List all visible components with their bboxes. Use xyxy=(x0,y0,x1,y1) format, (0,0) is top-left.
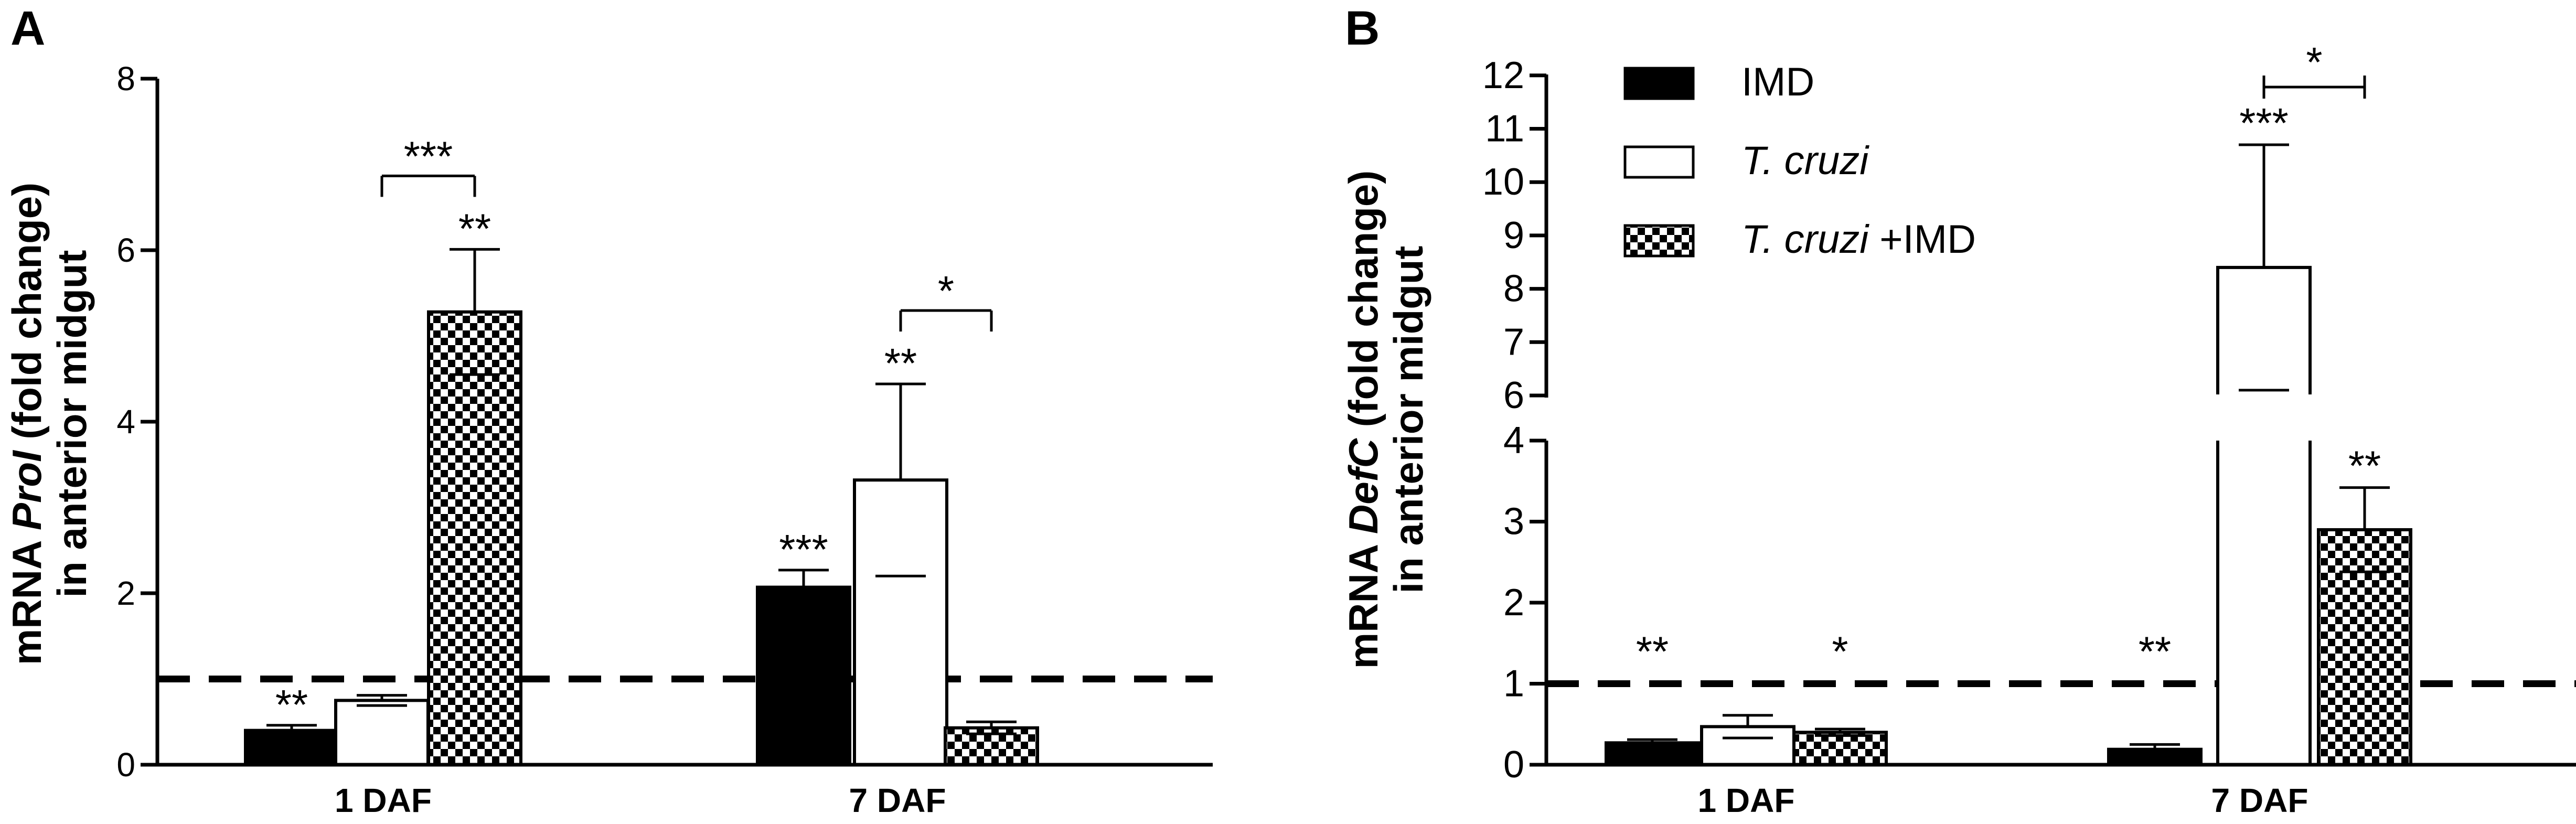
panel-b-category-label: 7 DAF xyxy=(2211,782,2308,819)
panel-a-category-label: 7 DAF xyxy=(849,782,946,819)
panel-a-bar-tcruzi xyxy=(334,699,430,766)
panel-a-y-tick-label: 4 xyxy=(116,403,135,441)
legend-label-imd: IMD xyxy=(1741,60,1814,104)
panel-b-y-tick-label: 7 xyxy=(1503,321,1524,363)
legend-swatch-tcruzi xyxy=(1623,145,1695,179)
panel-b-bar-tcruzi xyxy=(2216,437,2312,766)
legend-label-tcruzi: T. cruzi xyxy=(1741,138,1869,183)
panel-a-y-tick-label: 2 xyxy=(116,574,135,612)
panel-b-bar-tcruzi xyxy=(1700,725,1795,767)
panel-b-bar-tcruzi-imd xyxy=(1792,731,1888,766)
panel-a-y-tick-label: 6 xyxy=(116,231,135,269)
panel-b-y-tick-label: 10 xyxy=(1482,161,1524,203)
panel-a-bracket-label: * xyxy=(938,267,954,314)
panel-a-bar-tcruzi xyxy=(853,478,948,766)
panel-b-y-tick-label: 12 xyxy=(1482,55,1524,97)
panel-a-significance-label: ** xyxy=(275,681,308,728)
panel-a-bar-tcruzi-imd xyxy=(427,310,522,766)
panel-a-significance-label: ** xyxy=(884,340,917,387)
legend-label-tcruzi-imd: T. cruzi +IMD xyxy=(1741,217,1976,262)
panel-a-bar-imd xyxy=(756,585,851,767)
panel-b-y-tick-label: 9 xyxy=(1503,215,1524,256)
legend-item-tcruzi-imd: T. cruzi +IMD xyxy=(1623,217,1976,262)
panel-b-y-tick-label: 11 xyxy=(1485,108,1524,150)
panel-b-y-tick-label: 4 xyxy=(1503,420,1524,462)
legend-item-imd: IMD xyxy=(1623,60,1814,104)
legend-item-tcruzi: T. cruzi xyxy=(1623,138,1869,183)
panel-b-significance-label: ** xyxy=(2348,443,2381,489)
legend-swatch-imd xyxy=(1623,67,1695,100)
panel-b-bracket-label: * xyxy=(2306,39,2322,85)
panel-b-y-tick-label: 3 xyxy=(1503,501,1524,543)
panel-a-significance-label: *** xyxy=(779,526,828,573)
panel-b-significance-label: * xyxy=(1832,628,1848,675)
panel-b-category-label: 1 DAF xyxy=(1698,782,1795,819)
panel-a-y-tick-label: 0 xyxy=(116,746,135,784)
panel-a-bracket-label: *** xyxy=(404,133,453,179)
panel-a-significance-label: ** xyxy=(458,205,491,252)
panel-a-y-tick-label: 8 xyxy=(116,60,135,98)
panel-b-y-label-line1: mRNA DefC (fold change) xyxy=(1340,170,1386,669)
panel-b-y-tick-label: 0 xyxy=(1503,744,1524,786)
panel-b-y-tick-label: 6 xyxy=(1503,374,1524,416)
panel-b-bar-imd xyxy=(2107,747,2203,767)
panel-b-significance-label: *** xyxy=(2239,100,2288,146)
panel-a-category-label: 1 DAF xyxy=(335,782,432,819)
panel-b-bar-tcruzi-imd xyxy=(2317,528,2412,766)
panel-b-significance-label: ** xyxy=(1636,628,1669,675)
panel-b-y-label-line2: in anterior midgut xyxy=(1385,245,1431,593)
panel-b-y-tick-label: 2 xyxy=(1503,582,1524,624)
panel-a-y-label-line2: in anterior midgut xyxy=(49,250,95,597)
legend: IMD T. cruzi T. cruzi +IMD xyxy=(1623,60,1976,262)
panel-b-y-tick-label: 8 xyxy=(1503,268,1524,310)
legend-swatch-tcruzi-imd xyxy=(1623,224,1695,258)
panel-b-bar-tcruzi-upper xyxy=(2216,265,2312,399)
panel-a-y-label-line1: mRNA ProI (fold change) xyxy=(4,183,50,665)
panel-a-letter: A xyxy=(10,2,45,55)
panel-b-significance-label: ** xyxy=(2139,628,2171,675)
panel-b-letter: B xyxy=(1345,2,1380,55)
panel-b-y-tick-label: 1 xyxy=(1503,663,1524,705)
